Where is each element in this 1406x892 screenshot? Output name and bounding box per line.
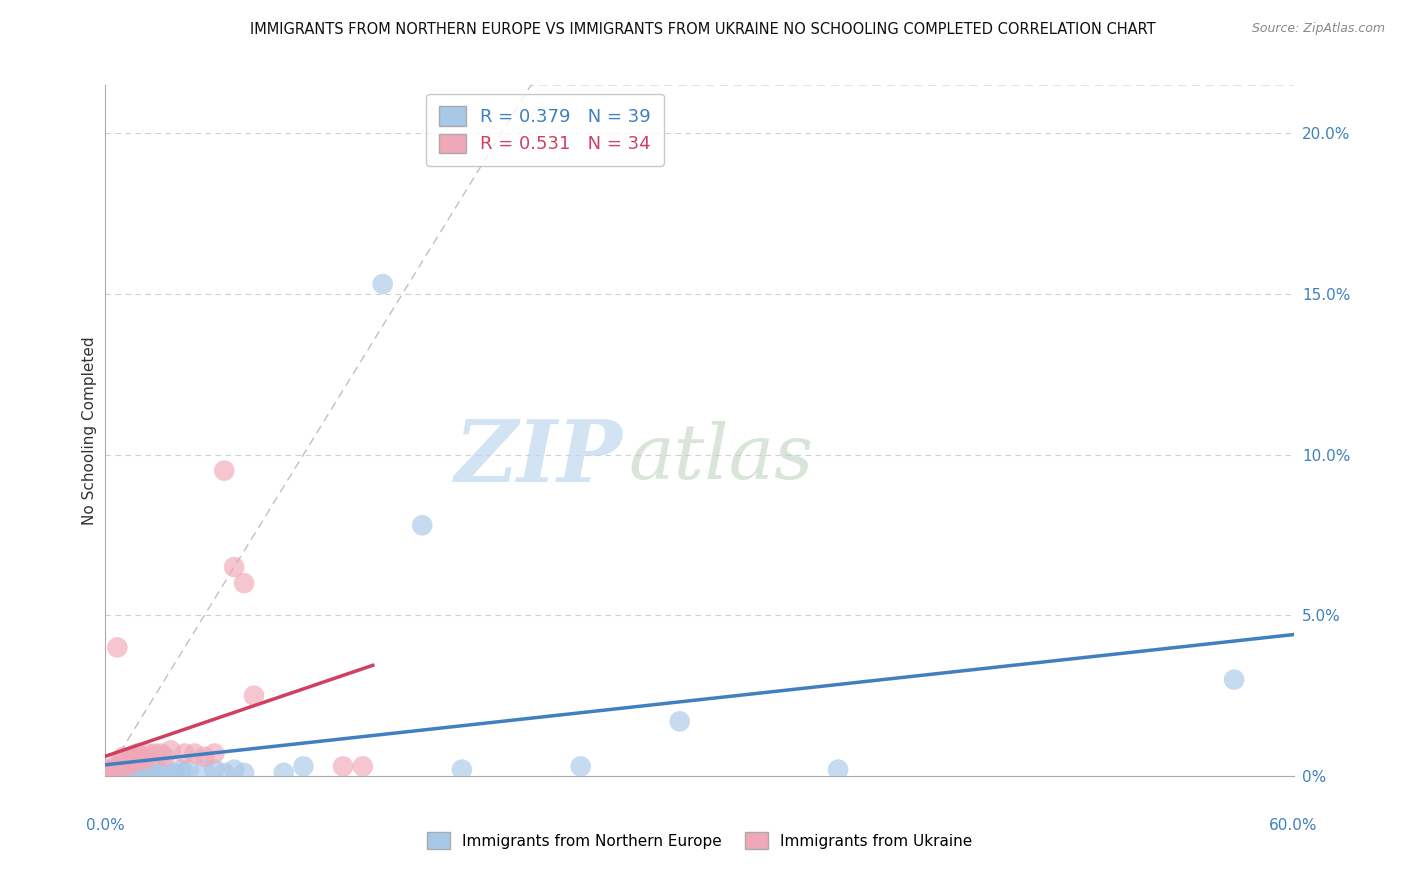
- Point: [149, 747, 172, 761]
- Point: [214, 765, 236, 780]
- Point: [371, 277, 394, 291]
- Point: [112, 749, 135, 764]
- Point: [127, 765, 149, 780]
- Point: [118, 765, 141, 780]
- Point: [134, 753, 156, 767]
- Point: [138, 747, 160, 761]
- Point: [170, 763, 193, 777]
- Point: [100, 763, 122, 777]
- Point: [108, 759, 131, 773]
- Point: [292, 759, 315, 773]
- Point: [411, 518, 433, 533]
- Point: [115, 756, 138, 771]
- Point: [233, 576, 256, 591]
- Point: [132, 749, 155, 764]
- Point: [569, 759, 592, 773]
- Point: [668, 714, 690, 729]
- Point: [124, 763, 146, 777]
- Point: [105, 765, 128, 780]
- Point: [128, 753, 150, 767]
- Point: [103, 765, 125, 780]
- Text: ZIP: ZIP: [454, 417, 623, 500]
- Point: [98, 763, 121, 777]
- Point: [143, 765, 166, 780]
- Point: [134, 763, 156, 777]
- Point: [114, 759, 136, 773]
- Point: [120, 763, 142, 777]
- Text: Source: ZipAtlas.com: Source: ZipAtlas.com: [1251, 22, 1385, 36]
- Point: [193, 763, 215, 777]
- Text: atlas: atlas: [628, 421, 814, 495]
- Point: [233, 765, 256, 780]
- Point: [129, 765, 152, 780]
- Point: [98, 765, 121, 780]
- Point: [202, 747, 225, 761]
- Point: [1223, 673, 1246, 687]
- Point: [173, 765, 195, 780]
- Point: [173, 747, 195, 761]
- Point: [138, 765, 160, 780]
- Point: [122, 765, 145, 780]
- Text: IMMIGRANTS FROM NORTHERN EUROPE VS IMMIGRANTS FROM UKRAINE NO SCHOOLING COMPLETE: IMMIGRANTS FROM NORTHERN EUROPE VS IMMIG…: [250, 22, 1156, 37]
- Point: [352, 759, 374, 773]
- Text: 60.0%: 60.0%: [1270, 818, 1317, 832]
- Point: [153, 749, 176, 764]
- Point: [100, 765, 122, 780]
- Point: [115, 765, 138, 780]
- Point: [110, 765, 132, 780]
- Point: [827, 763, 849, 777]
- Point: [183, 747, 205, 761]
- Point: [105, 640, 128, 655]
- Point: [124, 753, 146, 767]
- Point: [104, 765, 127, 780]
- Point: [112, 765, 135, 780]
- Point: [129, 749, 152, 764]
- Point: [224, 763, 246, 777]
- Point: [149, 765, 172, 780]
- Point: [243, 689, 266, 703]
- Point: [110, 753, 132, 767]
- Point: [114, 765, 136, 780]
- Point: [202, 763, 225, 777]
- Point: [118, 753, 141, 767]
- Point: [120, 749, 142, 764]
- Point: [224, 560, 246, 574]
- Point: [163, 765, 186, 780]
- Point: [108, 763, 131, 777]
- Point: [332, 759, 354, 773]
- Point: [122, 756, 145, 771]
- Point: [104, 763, 127, 777]
- Point: [103, 759, 125, 773]
- Point: [177, 763, 200, 777]
- Point: [153, 763, 176, 777]
- Point: [450, 763, 472, 777]
- Point: [159, 743, 181, 757]
- Y-axis label: No Schooling Completed: No Schooling Completed: [82, 336, 97, 524]
- Point: [214, 464, 236, 478]
- Point: [143, 747, 166, 761]
- Point: [273, 765, 295, 780]
- Point: [193, 749, 215, 764]
- Text: 0.0%: 0.0%: [86, 818, 125, 832]
- Point: [127, 747, 149, 761]
- Legend: Immigrants from Northern Europe, Immigrants from Ukraine: Immigrants from Northern Europe, Immigra…: [418, 823, 981, 858]
